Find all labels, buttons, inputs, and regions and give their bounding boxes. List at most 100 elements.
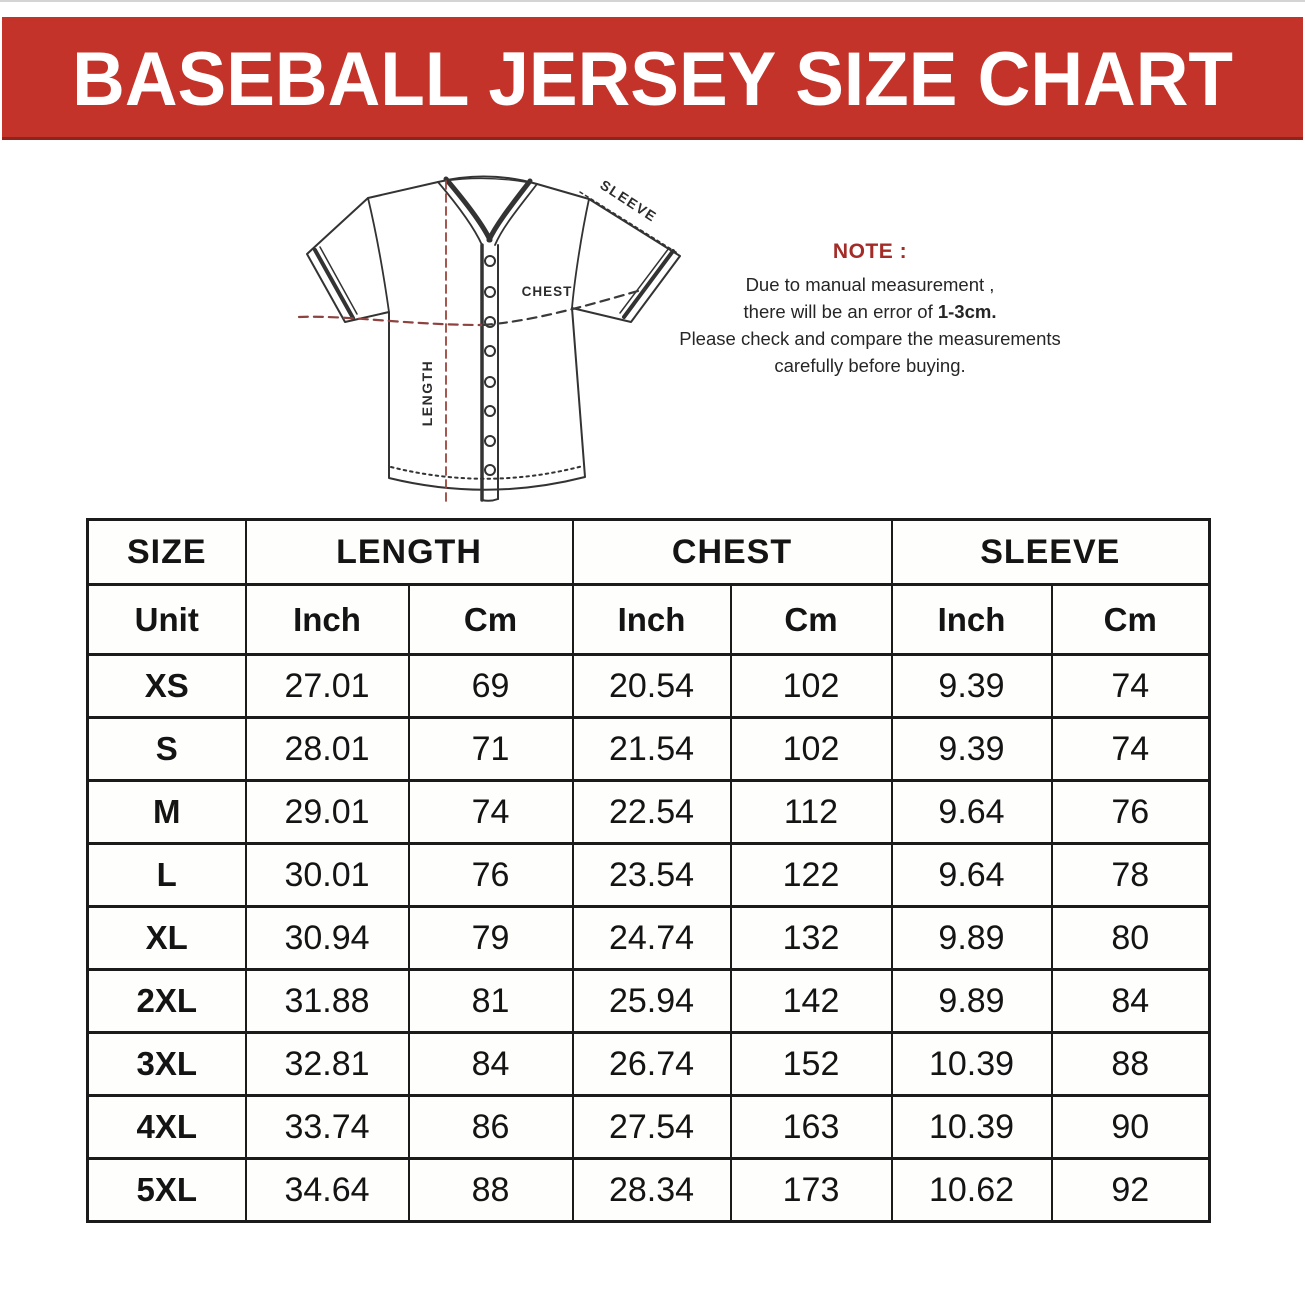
sleeve-label: SLEEVE — [597, 177, 660, 225]
value-cell: 30.94 — [244, 905, 410, 971]
value-cell: 10.39 — [890, 1031, 1053, 1097]
size-cell: 3XL — [86, 1031, 247, 1097]
unit-label: Unit — [86, 583, 247, 656]
chest-inch-header: Inch — [571, 583, 732, 656]
button-icon — [484, 464, 496, 476]
top-border-line — [0, 0, 1305, 2]
right-armhole-seam — [571, 198, 590, 309]
left-cuff-stripe — [313, 248, 355, 320]
length-label: LENGTH — [419, 360, 435, 427]
table-group-header-row: SIZE LENGTH CHEST SLEEVE — [86, 518, 1211, 586]
table-row: 2XL 31.88 81 25.94 142 9.89 84 — [86, 968, 1211, 1034]
header-length: LENGTH — [244, 518, 574, 586]
chest-measure-line-left — [297, 315, 485, 327]
note-line-2-text: there will be an error of — [743, 301, 938, 322]
button-icon — [484, 255, 496, 267]
collar-left-band — [443, 176, 493, 243]
button-icon — [484, 405, 496, 417]
chest-measure-line-right — [481, 287, 647, 327]
chest-label: CHEST — [522, 284, 573, 299]
value-cell: 173 — [729, 1157, 893, 1223]
value-cell: 90 — [1050, 1094, 1211, 1160]
value-cell: 9.64 — [890, 842, 1053, 908]
table-row: XS 27.01 69 20.54 102 9.39 74 — [86, 653, 1211, 719]
table-row: XL 30.94 79 24.74 132 9.89 80 — [86, 905, 1211, 971]
jersey-diagram: SLEEVE CHEST LENGTH — [297, 175, 681, 505]
value-cell: 28.34 — [571, 1157, 732, 1223]
length-cm-header: Cm — [407, 583, 574, 656]
value-cell: 33.74 — [244, 1094, 410, 1160]
note-line-4: carefully before buying. — [774, 355, 966, 376]
value-cell: 112 — [729, 779, 893, 845]
header-chest: CHEST — [571, 518, 893, 586]
note-line-3: Please check and compare the measurement… — [679, 328, 1061, 349]
value-cell: 88 — [1050, 1031, 1211, 1097]
button-icon — [484, 376, 496, 388]
length-inch-header: Inch — [244, 583, 410, 656]
size-cell: L — [86, 842, 247, 908]
table-unit-row: Unit Inch Cm Inch Cm Inch Cm — [86, 583, 1211, 656]
button-icon — [484, 435, 496, 447]
value-cell: 31.88 — [244, 968, 410, 1034]
value-cell: 10.62 — [890, 1157, 1053, 1223]
sleeve-inch-header: Inch — [890, 583, 1053, 656]
note-line-2: there will be an error of 1-3cm. — [630, 298, 1110, 325]
value-cell: 152 — [729, 1031, 893, 1097]
placket-buttons — [484, 255, 496, 476]
value-cell: 102 — [729, 653, 893, 719]
value-cell: 102 — [729, 716, 893, 782]
size-cell: S — [86, 716, 247, 782]
value-cell: 29.01 — [244, 779, 410, 845]
value-cell: 78 — [1050, 842, 1211, 908]
collar-left-outer — [437, 181, 483, 246]
value-cell: 30.01 — [244, 842, 410, 908]
right-cuff-stripe-thin — [619, 247, 670, 314]
header-size: SIZE — [86, 518, 247, 586]
sleeve-measure-line — [579, 191, 680, 255]
hem-dotted-line — [390, 465, 584, 480]
size-table: SIZE LENGTH CHEST SLEEVE Unit Inch Cm In… — [86, 518, 1212, 1223]
size-cell: XL — [86, 905, 247, 971]
sleeve-cm-header: Cm — [1050, 583, 1211, 656]
value-cell: 27.54 — [571, 1094, 732, 1160]
placket-bottom-edge — [481, 498, 499, 502]
note-line-2-bold: 1-3cm. — [937, 301, 997, 322]
value-cell: 9.89 — [890, 905, 1053, 971]
size-cell: 5XL — [86, 1157, 247, 1223]
note-block: NOTE : Due to manual measurement , there… — [630, 240, 1110, 379]
right-cuff-stripe — [622, 249, 675, 319]
value-cell: 80 — [1050, 905, 1211, 971]
value-cell: 69 — [407, 653, 574, 719]
value-cell: 84 — [407, 1031, 574, 1097]
value-cell: 76 — [1050, 779, 1211, 845]
size-table-body: XS 27.01 69 20.54 102 9.39 74 S 28.01 71 21.54 102 9… — [86, 653, 1211, 1223]
value-cell: 74 — [1050, 716, 1211, 782]
title-banner: BASEBALL JERSEY SIZE CHART — [2, 17, 1303, 140]
table-row: 4XL 33.74 86 27.54 163 10.39 90 — [86, 1094, 1211, 1160]
value-cell: 32.81 — [244, 1031, 410, 1097]
value-cell: 10.39 — [890, 1094, 1053, 1160]
value-cell: 26.74 — [571, 1031, 732, 1097]
value-cell: 74 — [1050, 653, 1211, 719]
size-cell: 2XL — [86, 968, 247, 1034]
value-cell: 25.94 — [571, 968, 732, 1034]
value-cell: 81 — [407, 968, 574, 1034]
size-cell: M — [86, 779, 247, 845]
value-cell: 86 — [407, 1094, 574, 1160]
table-row: 3XL 32.81 84 26.74 152 10.39 88 — [86, 1031, 1211, 1097]
value-cell: 71 — [407, 716, 574, 782]
value-cell: 76 — [407, 842, 574, 908]
size-cell: 4XL — [86, 1094, 247, 1160]
value-cell: 142 — [729, 968, 893, 1034]
value-cell: 22.54 — [571, 779, 732, 845]
table-row: L 30.01 76 23.54 122 9.64 78 — [86, 842, 1211, 908]
value-cell: 132 — [729, 905, 893, 971]
jersey-outline — [306, 181, 681, 491]
button-icon — [484, 286, 496, 298]
collar-right-band — [486, 178, 533, 243]
header-sleeve: SLEEVE — [890, 518, 1211, 586]
value-cell: 9.64 — [890, 779, 1053, 845]
button-icon — [484, 345, 496, 357]
value-cell: 9.89 — [890, 968, 1053, 1034]
value-cell: 20.54 — [571, 653, 732, 719]
